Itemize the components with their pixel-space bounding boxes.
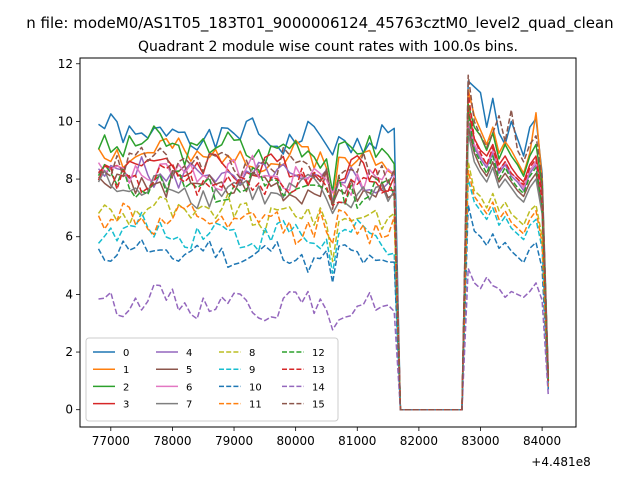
y-tick-label: 0 — [65, 403, 73, 417]
x-tick-label: 82000 — [400, 434, 438, 448]
x-tick-label: 83000 — [461, 434, 499, 448]
y-tick-label: 12 — [58, 57, 73, 71]
legend-label-1: 1 — [123, 365, 129, 376]
series-line-2 — [97, 103, 550, 411]
x-tick-label: 81000 — [338, 434, 376, 448]
legend-label-15: 15 — [312, 400, 325, 411]
legend-box — [85, 337, 339, 422]
y-tick-label: 2 — [65, 345, 73, 359]
y-axis: 0 2 4 6 8 10 12 — [58, 57, 80, 417]
axes-frame — [79, 57, 577, 428]
x-tick-label: 84000 — [523, 434, 561, 448]
x-tick-label: 79000 — [215, 434, 253, 448]
legend-label-9: 9 — [249, 365, 255, 376]
legend-label-6: 6 — [186, 382, 192, 393]
figure-suptitle: n file: modeM0/AS1T05_183T01_9000006124_… — [26, 14, 613, 33]
legend-label-7: 7 — [186, 400, 192, 411]
series-line-9 — [97, 178, 550, 411]
legend-label-10: 10 — [249, 382, 262, 393]
series-line-12 — [97, 112, 550, 411]
legend-label-4: 4 — [186, 348, 192, 359]
series-line-11 — [97, 169, 550, 411]
legend-label-0: 0 — [123, 348, 129, 359]
y-tick-label: 10 — [58, 114, 73, 128]
legend-label-5: 5 — [186, 365, 192, 376]
series-line-7 — [97, 132, 550, 411]
x-offset-label: +4.481e8 — [531, 455, 590, 469]
legend-label-2: 2 — [123, 382, 129, 393]
plot-series — [97, 74, 550, 411]
series-line-8 — [97, 161, 550, 411]
y-tick-label: 4 — [65, 287, 73, 301]
series-line-14 — [98, 267, 550, 411]
legend-label-14: 14 — [312, 382, 325, 393]
legend-label-11: 11 — [249, 400, 262, 411]
x-tick-label: 78000 — [153, 434, 191, 448]
legend-label-8: 8 — [249, 348, 255, 359]
legend-label-3: 3 — [123, 400, 129, 411]
y-tick-label: 6 — [65, 230, 73, 244]
chart-title: Quadrant 2 module wise count rates with … — [138, 39, 518, 55]
legend-label-13: 13 — [312, 365, 325, 376]
series-line-10 — [97, 204, 550, 411]
series-line-15 — [98, 74, 550, 411]
series-line-13 — [97, 91, 550, 411]
legend-label-12: 12 — [312, 348, 325, 359]
x-axis: 77000 78000 79000 80000 81000 82000 83000 84000 — [92, 427, 561, 448]
x-tick-label: 77000 — [92, 434, 130, 448]
y-tick-label: 8 — [65, 172, 73, 186]
series-line-0 — [98, 80, 550, 411]
x-tick-label: 80000 — [277, 434, 315, 448]
